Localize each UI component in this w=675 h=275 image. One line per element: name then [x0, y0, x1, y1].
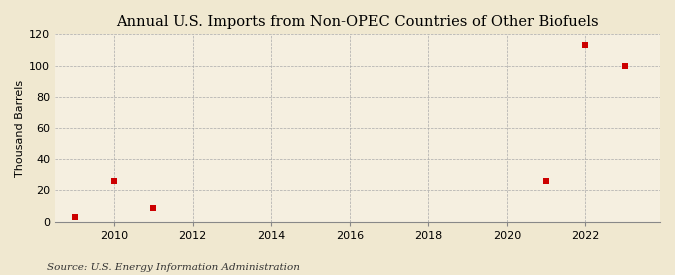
Text: Source: U.S. Energy Information Administration: Source: U.S. Energy Information Administ…	[47, 263, 300, 272]
Title: Annual U.S. Imports from Non-OPEC Countries of Other Biofuels: Annual U.S. Imports from Non-OPEC Countr…	[116, 15, 599, 29]
Point	[70, 215, 80, 219]
Y-axis label: Thousand Barrels: Thousand Barrels	[15, 79, 25, 177]
Point	[541, 179, 551, 183]
Point	[580, 43, 591, 48]
Point	[109, 179, 119, 183]
Point	[619, 63, 630, 68]
Point	[148, 205, 159, 210]
